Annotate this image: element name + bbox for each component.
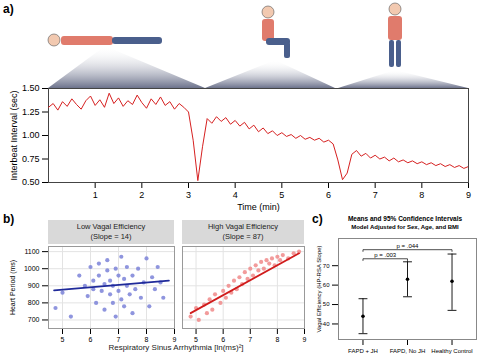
svg-text:5: 5 [194, 336, 198, 343]
svg-text:1.50: 1.50 [22, 83, 40, 93]
svg-text:9: 9 [173, 336, 177, 343]
svg-text:1100: 1100 [24, 248, 39, 255]
svg-text:3: 3 [186, 190, 191, 200]
svg-text:p = .003: p = .003 [374, 252, 397, 258]
svg-text:0.75: 0.75 [22, 154, 40, 164]
svg-text:60: 60 [323, 282, 330, 288]
svg-text:6: 6 [89, 336, 93, 343]
svg-text:700: 700 [28, 316, 40, 323]
svg-text:4: 4 [233, 190, 238, 200]
html-text:Means and 95% Confidence Inter: Means and 95% Confidence Intervals [347, 215, 463, 222]
svg-text:8: 8 [275, 336, 279, 343]
svg-text:40: 40 [323, 321, 330, 327]
svg-text:1.00: 1.00 [22, 130, 40, 140]
svg-text:FAPD + JH: FAPD + JH [348, 348, 378, 354]
html-text:c): c) [312, 212, 323, 226]
svg-text:70: 70 [323, 263, 330, 269]
svg-text:Healthy Control: Healthy Control [431, 348, 472, 354]
html-text:Low Vagal Efficiency: Low Vagal Efficiency [76, 222, 146, 231]
svg-text:800: 800 [28, 299, 40, 306]
svg-text:8: 8 [145, 336, 149, 343]
svg-text:7: 7 [248, 336, 252, 343]
svg-text:50: 50 [323, 301, 330, 307]
html-text:a): a) [3, 2, 14, 16]
svg-text:7: 7 [117, 336, 121, 343]
svg-text:5: 5 [279, 190, 284, 200]
svg-text:9: 9 [466, 190, 471, 200]
svg-text:6: 6 [326, 190, 331, 200]
html-text:b): b) [3, 212, 15, 226]
svg-text:Interbeat Interval (sec): Interbeat Interval (sec) [9, 90, 19, 180]
svg-text:8: 8 [419, 190, 424, 200]
svg-text:9: 9 [303, 336, 307, 343]
svg-text:6: 6 [221, 336, 225, 343]
svg-text:900: 900 [28, 282, 40, 289]
svg-text:Heart Period (ms): Heart Period (ms) [9, 260, 17, 315]
svg-text:Vagal Efficiency (HP-RSA Slope: Vagal Efficiency (HP-RSA Slope) [316, 245, 322, 332]
svg-text:1: 1 [93, 190, 98, 200]
svg-text:2: 2 [139, 190, 144, 200]
svg-text:5: 5 [61, 336, 65, 343]
html-text:Respiratory Sinus Arrhythmia [: Respiratory Sinus Arrhythmia [ln(ms)²] [108, 343, 244, 352]
html-text:Model Adjusted for Sex, Age, a: Model Adjusted for Sex, Age, and BMI [351, 224, 459, 230]
html-text:High Vagal Efficiency: High Vagal Efficiency [207, 222, 279, 231]
svg-text:p = .044: p = .044 [397, 243, 420, 249]
svg-text:1.25: 1.25 [22, 107, 40, 117]
svg-text:0.50: 0.50 [22, 177, 40, 187]
svg-text:1000: 1000 [24, 265, 40, 272]
html-text:(Slope = 14): (Slope = 14) [90, 232, 132, 241]
svg-text:Time (min): Time (min) [237, 202, 280, 212]
html-text:(Slope = 87): (Slope = 87) [222, 232, 264, 241]
svg-text:7: 7 [373, 190, 378, 200]
svg-text:FAPD, No JH: FAPD, No JH [390, 348, 426, 354]
